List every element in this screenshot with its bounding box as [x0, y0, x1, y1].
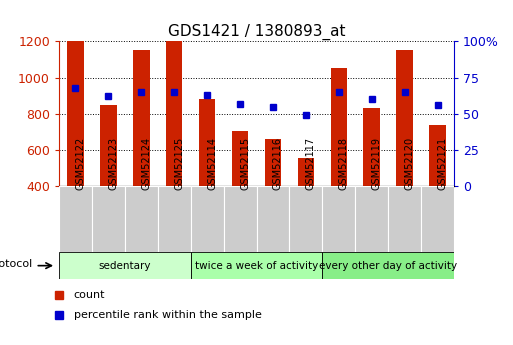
Bar	[364, 108, 380, 186]
Bar	[355, 186, 388, 252]
Text: count: count	[74, 290, 105, 300]
Bar	[388, 186, 421, 252]
Bar	[59, 252, 191, 279]
Text: GSM52119: GSM52119	[372, 137, 382, 189]
Bar	[289, 186, 322, 252]
Bar	[232, 131, 248, 186]
Text: GSM52123: GSM52123	[108, 137, 119, 189]
Text: GSM52115: GSM52115	[240, 137, 250, 189]
Bar	[256, 186, 289, 252]
Bar	[397, 50, 413, 186]
Bar	[191, 186, 224, 252]
Text: GSM52118: GSM52118	[339, 137, 349, 189]
Bar	[429, 125, 446, 186]
Text: GSM52124: GSM52124	[141, 137, 151, 189]
Bar	[199, 99, 215, 186]
Text: twice a week of activity: twice a week of activity	[195, 261, 318, 270]
Text: every other day of activity: every other day of activity	[319, 261, 457, 270]
Bar	[92, 186, 125, 252]
Bar	[322, 186, 355, 252]
Bar	[67, 41, 84, 186]
Bar	[166, 41, 183, 186]
Bar	[224, 186, 256, 252]
Bar	[298, 158, 314, 186]
Title: GDS1421 / 1380893_at: GDS1421 / 1380893_at	[168, 24, 345, 40]
Text: GSM52117: GSM52117	[306, 137, 316, 189]
Bar	[100, 105, 116, 186]
Bar	[330, 68, 347, 186]
Text: GSM52116: GSM52116	[273, 137, 283, 189]
Bar	[125, 186, 158, 252]
Bar	[59, 186, 92, 252]
Text: GSM52114: GSM52114	[207, 137, 217, 189]
Bar	[191, 252, 322, 279]
Text: GSM52125: GSM52125	[174, 136, 184, 189]
Text: GSM52120: GSM52120	[405, 137, 415, 189]
Text: GSM52121: GSM52121	[438, 137, 447, 189]
Bar	[322, 252, 454, 279]
Bar	[421, 186, 454, 252]
Bar	[133, 50, 149, 186]
Text: sedentary: sedentary	[98, 261, 151, 270]
Bar	[265, 139, 281, 186]
Text: GSM52122: GSM52122	[75, 136, 86, 189]
Bar	[158, 186, 191, 252]
Text: protocol: protocol	[0, 259, 32, 269]
Text: percentile rank within the sample: percentile rank within the sample	[74, 310, 262, 320]
